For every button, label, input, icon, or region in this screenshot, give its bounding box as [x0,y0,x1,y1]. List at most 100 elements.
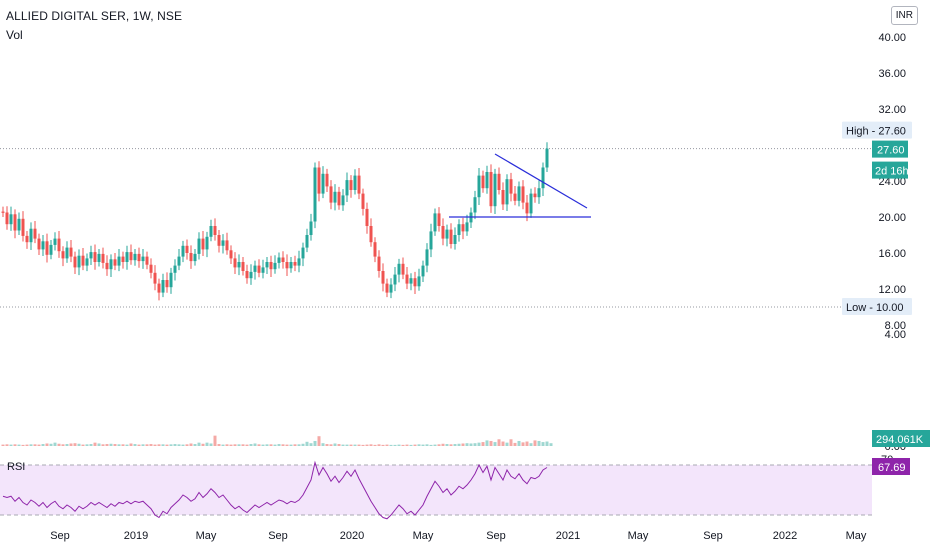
candle-body [125,252,129,262]
price-axis-tick: 20.00 [878,212,906,224]
volume-bar [149,444,153,446]
candle-body [481,175,485,189]
x-axis-tick: 2021 [556,530,580,542]
candle-body [417,276,421,287]
candle-body [45,241,49,255]
candle-body [13,214,17,231]
volume-bar [457,443,461,446]
volume-bar [501,441,505,446]
candle-body [433,213,437,232]
volume-bar [121,444,125,446]
volume-bar [177,444,181,446]
volume-bar [93,442,97,446]
volume-bar [245,444,249,446]
volume-bar [525,441,529,446]
candle-body [153,272,157,284]
candle-body [53,238,57,245]
candle-body [105,262,109,270]
volume-bar [505,442,509,446]
x-axis-tick: Sep [268,530,288,542]
volume-bar [305,441,309,446]
volume-bar [345,444,349,446]
volume-bar [209,443,213,446]
volume-bar [225,444,229,446]
candle-body [501,190,505,205]
volume-bar [69,443,73,446]
countdown-label: 2d 16h [875,166,909,178]
candle-body [61,251,65,259]
volume-bar [253,443,257,446]
candle-body [157,283,161,293]
x-axis-tick: Sep [703,530,723,542]
volume-bar [337,444,341,446]
volume-bar [113,444,117,446]
volume-bar [213,435,217,446]
volume-bar [493,442,497,446]
candle-body [461,224,465,232]
candle-body [73,256,77,268]
candle-body [305,235,309,248]
volume-bar [169,444,173,446]
volume-bar [185,444,189,446]
candle-body [477,175,481,198]
candle-body [293,262,297,266]
volume-bar [165,444,169,446]
volume-bar [125,444,129,446]
candle-body [1,211,5,213]
volume-bar [509,439,513,446]
volume-bar [393,444,397,446]
candle-body [81,255,85,266]
price-axis-tick: 32.00 [878,104,906,116]
candle-body [181,245,185,257]
candle-body [321,173,325,194]
volume-bar [137,444,141,446]
volume-bar [477,442,481,446]
candle-body [89,252,93,259]
volume-bar [277,444,281,446]
volume-bar [401,444,405,446]
rsi-value-box [872,458,910,475]
candle-body [393,274,397,285]
candle-body [345,180,349,196]
candle-body [29,228,33,243]
volume-bar [497,439,501,446]
volume-bar [445,444,449,446]
volume-bar [529,443,533,446]
volume-bar [361,444,365,446]
candle-body [233,258,237,268]
candle-body [205,236,209,250]
volume-bar [369,444,373,446]
candle-body [141,256,145,262]
candle-body [449,229,453,244]
volume-bar [281,444,285,446]
candle-body [509,179,513,194]
candle-body [101,253,105,263]
candle-body [237,262,241,268]
volume-bar [237,444,241,446]
volume-bar [181,444,185,446]
volume-bar [133,444,137,446]
candle-body [129,252,133,261]
x-axis-tick: May [846,530,867,542]
volume-bar [469,443,473,446]
volume-bar [233,444,237,446]
candle-body [537,188,541,198]
volume-bar [153,444,157,446]
candle-body [353,175,357,190]
price-axis-tick: 8.00 [885,320,906,332]
candle-body [377,256,381,271]
candle-body [221,240,225,246]
candle-body [405,274,409,284]
volume-axis-tick: 4.00 [885,329,906,341]
volume-bar [289,444,293,446]
trendline[interactable] [494,153,588,209]
candle-body [193,253,197,262]
candle-body [97,253,101,262]
volume-bar [157,444,161,446]
volume-bar [9,444,13,446]
volume-bar [521,442,525,446]
candle-body [77,255,81,268]
currency-button[interactable]: INR [890,6,918,25]
volume-bar [273,444,277,446]
